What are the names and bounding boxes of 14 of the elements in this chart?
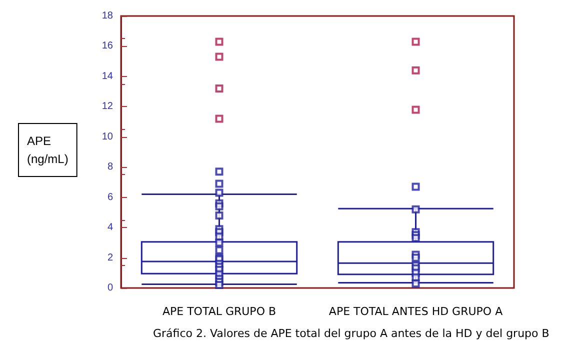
y-tick-label: 6: [107, 192, 114, 203]
y-axis-title: APE (ng/mL): [27, 134, 68, 166]
y-tick-label: 0: [107, 282, 114, 294]
y-tick-label: 16: [102, 40, 114, 52]
y-tick-label: 4: [107, 222, 114, 234]
y-tick-label: 18: [102, 10, 114, 22]
y-tick-label: 10: [102, 131, 114, 142]
y-tick-label: 12: [102, 101, 114, 112]
x-tick-label: APE TOTAL ANTES HD GRUPO A: [328, 305, 504, 318]
y-tick-label: 2: [107, 252, 114, 264]
y-tick-label: 14: [102, 70, 114, 82]
x-tick-label: APE TOTAL GRUPO B: [162, 305, 276, 318]
y-tick-label: 8: [107, 162, 114, 173]
text: Gráfico 2. Valores de APE total del grupo A antes de la HD y del grupo B: [153, 327, 550, 340]
